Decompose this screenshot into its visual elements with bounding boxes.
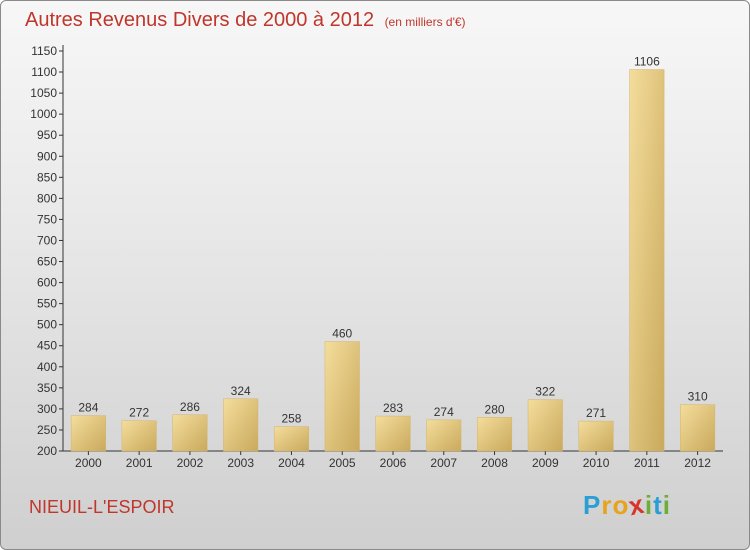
bar [578, 420, 614, 452]
x-tick-label: 2003 [227, 456, 254, 470]
chart-subtitle: (en milliers d'€) [384, 15, 466, 29]
y-tick-label: 900 [37, 149, 57, 163]
logo-letter: o [612, 490, 630, 520]
bar-value-label: 274 [434, 405, 454, 419]
logo-letter: P [583, 490, 602, 520]
y-tick-label: 450 [37, 339, 57, 353]
bar [273, 426, 309, 452]
x-tick-label: 2001 [126, 456, 153, 470]
y-tick-label: 1050 [30, 86, 57, 100]
y-tick-label: 750 [37, 212, 57, 226]
logo-letter: i [662, 490, 671, 520]
bar-value-label: 310 [688, 390, 708, 404]
bar-value-label: 258 [281, 412, 301, 426]
bar-value-label: 1106 [634, 55, 660, 69]
bar [70, 415, 106, 452]
y-tick-label: 1000 [30, 107, 57, 121]
bars [70, 69, 716, 452]
bar [527, 399, 563, 452]
bar [324, 341, 360, 452]
x-tick-label: 2012 [684, 456, 711, 470]
x-tick-label: 2005 [329, 456, 356, 470]
x-tick-label: 2002 [177, 456, 204, 470]
bar [172, 414, 208, 452]
bar [629, 69, 665, 452]
bar-value-label: 286 [180, 400, 200, 414]
logo-letter: t [653, 490, 663, 520]
bar [477, 417, 513, 452]
y-tick-label: 850 [37, 170, 57, 184]
bar-value-label: 460 [332, 327, 352, 341]
y-tick-label: 250 [37, 423, 57, 437]
logo-letter: r [601, 490, 613, 520]
title-row: Autres Revenus Divers de 2000 à 2012 (en… [25, 9, 466, 32]
y-tick-label: 550 [37, 297, 57, 311]
bar-value-label: 324 [231, 384, 251, 398]
bar-value-label: 283 [383, 401, 403, 415]
bar-value-label: 272 [129, 406, 149, 420]
x-tick-label: 2010 [583, 456, 610, 470]
labels: 2000 284 2001 272 2002 286 2003 324 2004 258 2005 4… [75, 55, 711, 470]
bar-value-label: 284 [78, 401, 98, 415]
x-tick-label: 2008 [481, 456, 508, 470]
y-tick-label: 500 [37, 318, 57, 332]
x-tick-label: 2007 [430, 456, 457, 470]
x-tick-label: 2004 [278, 456, 305, 470]
proxiti-logo: Proxiti [583, 489, 671, 522]
bar-value-label: 280 [485, 402, 505, 416]
bar-value-label: 322 [535, 385, 555, 399]
y-tick-label: 350 [37, 381, 57, 395]
axes: 200 250 300 350 400 450 500 550 600 650 700 750 800 8… [30, 44, 723, 458]
y-tick-label: 200 [37, 444, 57, 458]
y-tick-label: 300 [37, 402, 57, 416]
y-tick-label: 1100 [31, 65, 57, 79]
x-tick-label: 2011 [634, 456, 660, 470]
y-tick-label: 800 [37, 191, 57, 205]
chart-title: Autres Revenus Divers de 2000 à 2012 [25, 9, 375, 31]
y-tick-label: 400 [37, 360, 57, 374]
y-tick-label: 600 [37, 276, 57, 290]
y-tick-label: 650 [37, 255, 57, 269]
y-tick-label: 950 [37, 128, 57, 142]
bar [375, 415, 411, 452]
bar-value-label: 271 [586, 406, 606, 420]
x-tick-label: 2006 [380, 456, 407, 470]
bar [426, 419, 462, 452]
y-tick-label: 700 [37, 233, 57, 247]
place-name: NIEUIL-L'ESPOIR [29, 497, 175, 517]
logo-letter: i [644, 490, 654, 520]
bar [223, 398, 259, 452]
y-tick-label: 1150 [31, 44, 57, 58]
x-tick-label: 2009 [532, 456, 559, 470]
x-tick-label: 2000 [75, 456, 102, 470]
bar [121, 420, 157, 452]
bar [680, 404, 716, 452]
